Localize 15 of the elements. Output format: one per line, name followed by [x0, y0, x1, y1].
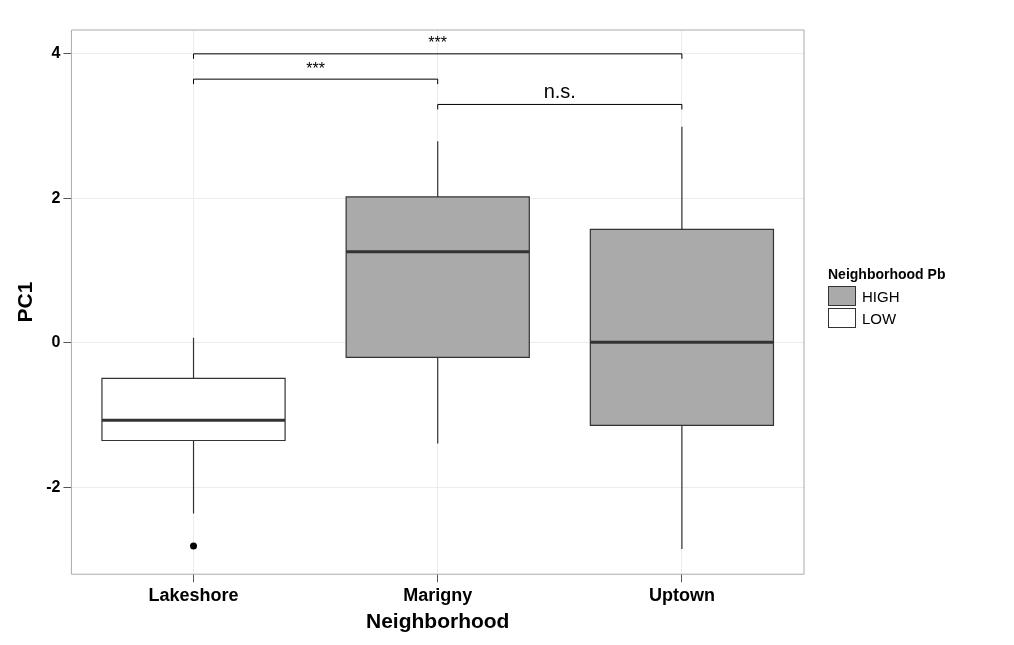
annotation: ***	[428, 34, 448, 52]
y-tick-label: -2	[46, 477, 61, 495]
legend-label: HIGH	[862, 287, 900, 305]
x-tick-label: Lakeshore	[148, 584, 239, 605]
annotation: n.s.	[543, 79, 576, 102]
legend-title: Neighborhood Pb	[828, 266, 946, 282]
x-tick-label: Marigny	[403, 584, 473, 605]
annotation: ***	[306, 59, 325, 77]
y-tick-label: 0	[51, 333, 61, 351]
x-axis-title: Neighborhood	[365, 609, 510, 633]
y-axis-title: PC1	[13, 281, 37, 323]
y-tick-label: 4	[51, 44, 61, 62]
text: LOW	[862, 309, 897, 327]
y-tick-label: 2	[51, 188, 61, 206]
x-tick-label: Uptown	[648, 584, 715, 605]
